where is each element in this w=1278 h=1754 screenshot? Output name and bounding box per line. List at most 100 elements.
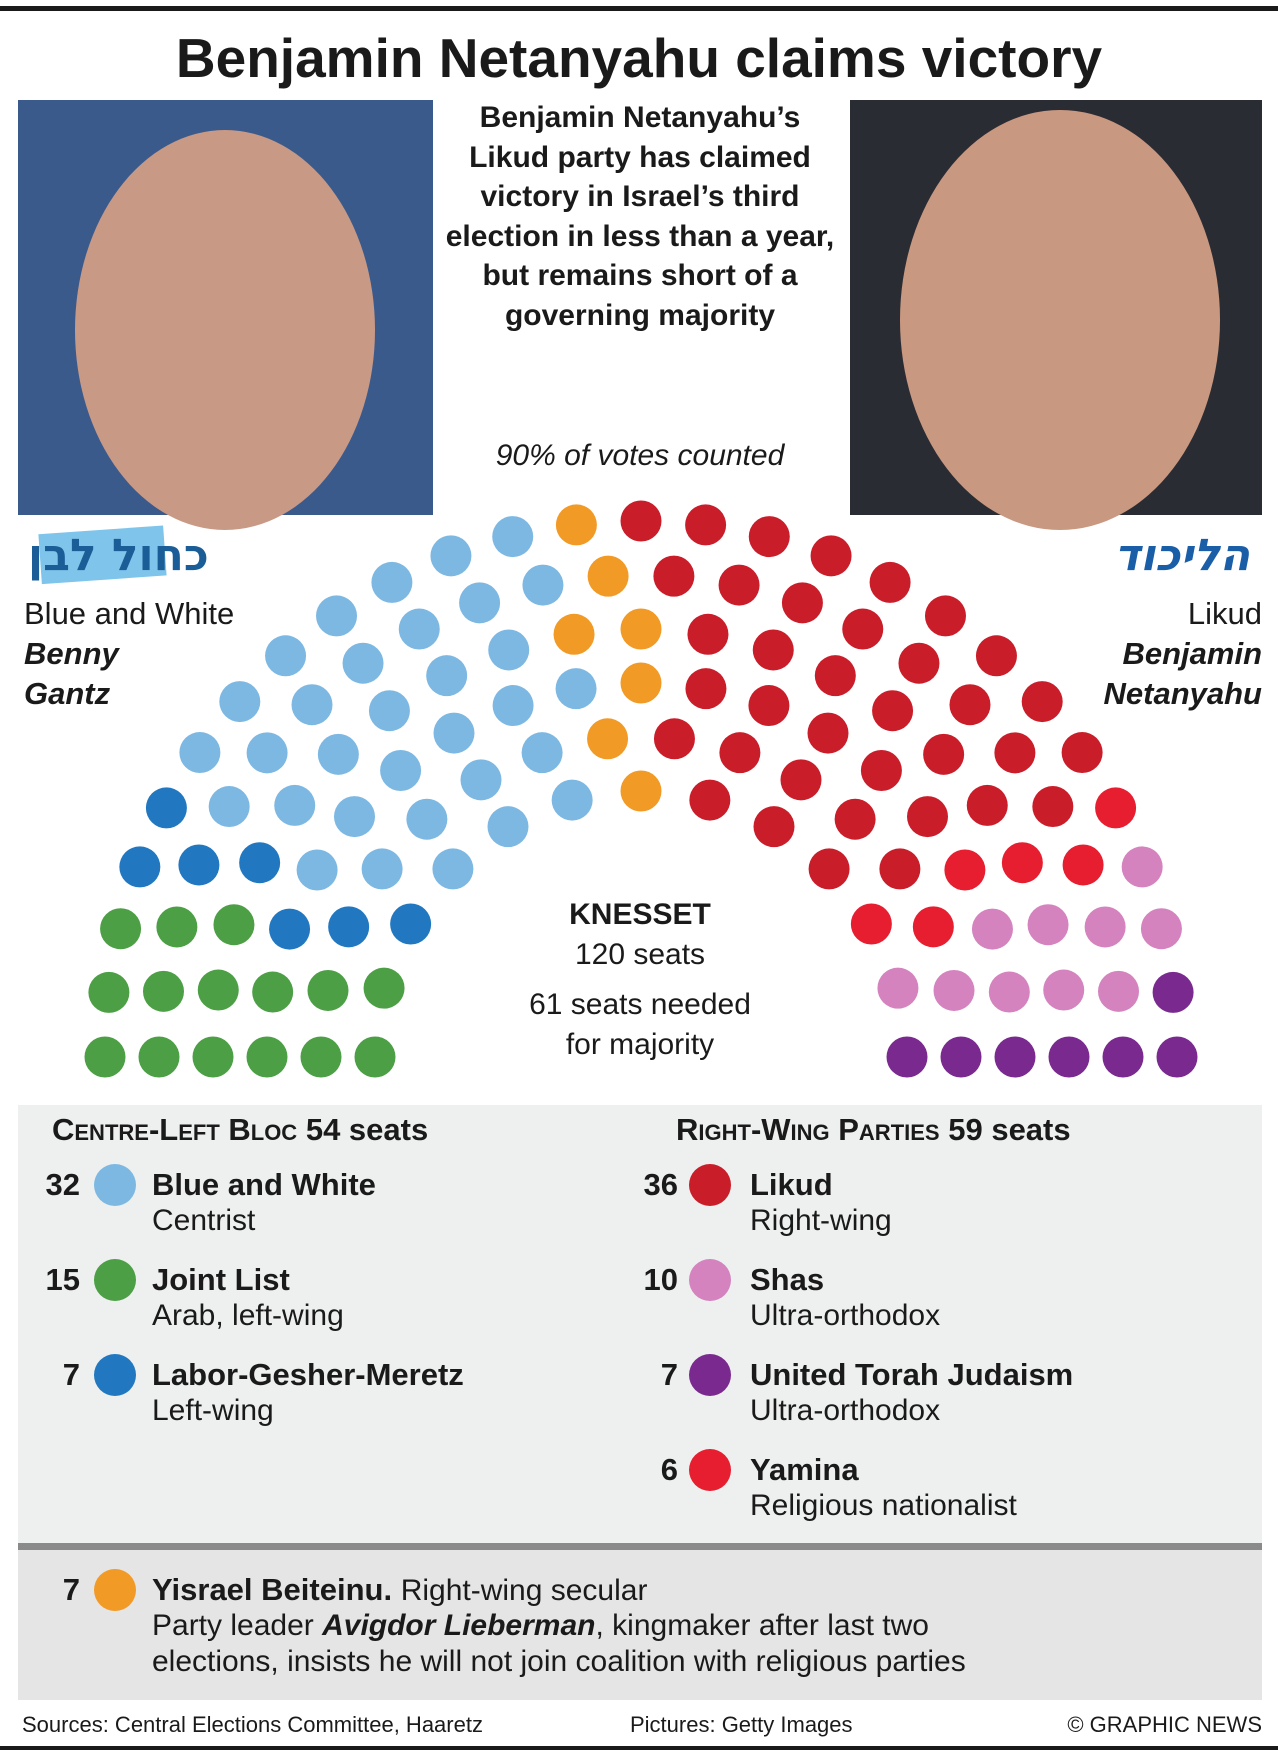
credit: © GRAPHIC NEWS [1067,1712,1262,1737]
party-label: Right-wing secular [400,1574,648,1607]
seat [432,848,474,890]
seat [1062,844,1104,886]
seat [406,798,448,840]
seat [653,718,695,760]
note: 90% of votes counted [495,439,785,472]
leader-name: Avigdor Lieberman [322,1609,596,1642]
bottom-rule [0,1746,1278,1750]
seat [488,629,530,671]
seat [521,732,563,774]
seat [119,846,161,888]
seat [522,564,564,606]
seat [138,1036,180,1078]
seat [307,969,349,1011]
right-leader: Netanyahu [1103,676,1262,711]
seat [460,759,502,801]
seat [361,848,403,890]
party-name: Blue and White [152,1167,376,1202]
seat [912,906,954,948]
seat [492,685,534,727]
divider [18,1543,1262,1550]
party-name: Yisrael Beiteinu. Right-wing secular [152,1572,648,1607]
seat [923,733,965,775]
seat [192,1036,234,1078]
seat [197,969,239,1011]
party-label: Religious nationalist [750,1489,1017,1522]
seat [748,516,790,558]
photo-face [900,110,1220,530]
seat [300,1036,342,1078]
bloc-name: Centre-Left Bloc 54 seats [52,1112,429,1147]
seat [1084,906,1126,948]
seat [333,796,375,838]
seat [88,971,130,1013]
seat [718,564,760,606]
party-description: elections, insists he will not join coal… [152,1645,966,1678]
legend-swatch [94,1259,136,1301]
party-label: Arab, left-wing [152,1299,344,1332]
left-party: Blue and White [24,596,235,631]
seat [1027,904,1069,946]
seat [940,1036,982,1078]
sources: Sources: Central Elections Committee, Ha… [22,1712,483,1737]
seat [371,561,413,603]
photo-face [75,130,375,530]
seat [869,561,911,603]
seat [342,642,384,684]
seat [860,749,902,791]
seat [555,668,597,710]
seat [84,1036,126,1078]
seat [780,759,822,801]
legend-swatch [689,1164,731,1206]
seat [426,655,468,697]
seat [752,629,794,671]
top-rule [0,6,1278,11]
party-description: Party leader Avigdor Lieberman, kingmake… [152,1606,929,1646]
party-name: Likud [750,1167,833,1202]
party-seats: 32 [45,1167,80,1202]
description-text: , kingmaker after last two [595,1609,929,1642]
seat [265,635,307,677]
seat [390,903,432,945]
party-name: Joint List [152,1262,290,1297]
right-leader: Benjamin [1122,636,1262,671]
seat [1095,787,1137,829]
seat [988,971,1030,1013]
seat [620,662,662,704]
seat [317,733,359,775]
party-label: Ultra-orthodox [750,1299,941,1332]
seat [1152,971,1194,1013]
other-panel [18,1550,1262,1700]
seat [685,668,727,710]
seat [814,655,856,697]
legend-swatch [689,1259,731,1301]
party-seats: 7 [660,1357,678,1392]
seat [145,787,187,829]
description-text: Party leader [152,1609,323,1642]
seat [291,684,333,726]
seat [316,595,358,637]
party-label: Centrist [152,1204,256,1237]
seat [834,798,876,840]
seat [354,1036,396,1078]
seat [898,642,940,684]
seat [274,784,316,826]
party-name: United Torah Judaism [750,1357,1074,1392]
seat [328,906,370,948]
party-name: Shas [750,1262,825,1297]
seat [487,806,529,848]
seat [689,779,731,821]
seat [1032,786,1074,828]
chart-title: KNESSET [569,898,711,931]
seat [219,681,261,723]
party-seats: 7 [62,1357,80,1392]
seat [269,908,311,950]
party-seats: 36 [643,1167,678,1202]
seat [100,908,142,950]
seat [1043,969,1085,1011]
seat [1021,681,1063,723]
seat [872,690,914,732]
seat [1098,970,1140,1012]
seat [1121,846,1163,888]
